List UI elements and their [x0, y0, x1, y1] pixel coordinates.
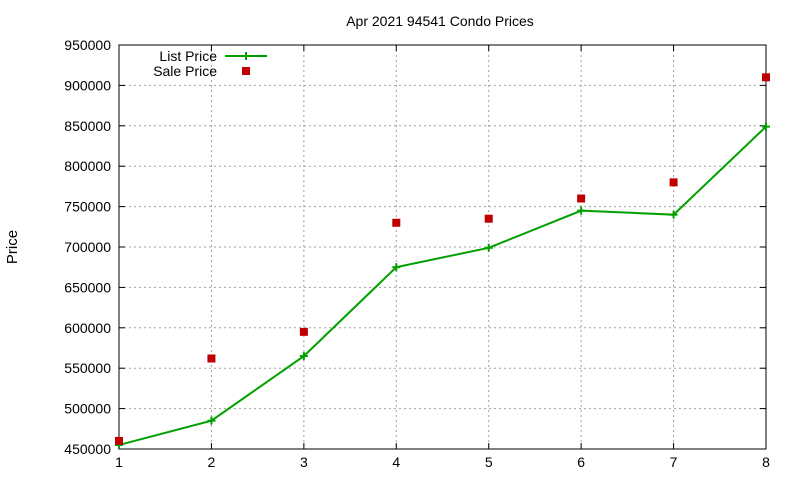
y-tick-label: 800000	[64, 158, 111, 174]
legend-sale-price-marker	[242, 67, 250, 75]
series-area	[115, 73, 770, 449]
list-price-line	[118, 125, 767, 446]
y-tick-label: 900000	[64, 77, 111, 93]
x-tick-label: 4	[392, 454, 400, 470]
sale-price-point	[669, 178, 678, 187]
y-tick-label: 500000	[64, 401, 111, 417]
list-price-point	[762, 122, 770, 131]
plot-frame	[118, 44, 767, 450]
x-tick-label: 3	[300, 454, 308, 470]
y-axis-title: Price	[4, 230, 21, 264]
sale-price-point	[762, 73, 770, 82]
sale-price-point	[392, 218, 401, 227]
x-tick-label: 1	[115, 454, 123, 470]
chart-title: Apr 2021 94541 Condo Prices	[346, 13, 534, 29]
sale-price-point	[115, 436, 123, 445]
x-tick-label: 2	[208, 454, 216, 470]
legend-label-list-price: List Price	[159, 48, 217, 64]
sale-price-point	[577, 194, 586, 203]
sale-price-point	[299, 327, 308, 336]
list-price-point	[669, 210, 678, 219]
list-price-point	[484, 243, 493, 252]
legend-label-sale-price: Sale Price	[153, 63, 217, 79]
x-tick-label: 6	[577, 454, 585, 470]
y-tick-label: 950000	[64, 37, 111, 53]
x-tick-label: 7	[670, 454, 678, 470]
sale-price-point	[484, 214, 493, 223]
legend: List Price Sale Price	[153, 48, 267, 79]
y-tick-label: 750000	[64, 199, 111, 215]
list-price-point	[392, 263, 401, 272]
list-price-point	[299, 352, 308, 361]
y-tick-label: 450000	[64, 441, 111, 457]
x-tick-label: 5	[485, 454, 493, 470]
y-tick-label: 650000	[64, 279, 111, 295]
y-tick-label: 700000	[64, 239, 111, 255]
y-tick-label: 550000	[64, 360, 111, 376]
grid	[119, 45, 766, 449]
y-tick-label: 600000	[64, 320, 111, 336]
sale-price-point	[207, 354, 216, 363]
axis-ticks: 450000 500000 550000 600000 650000 700000 7500…	[64, 37, 770, 470]
y-tick-label: 850000	[64, 118, 111, 134]
list-price-point	[577, 206, 586, 215]
list-price-point	[207, 416, 216, 425]
legend-symbols	[225, 52, 267, 75]
x-tick-label: 8	[762, 454, 770, 470]
